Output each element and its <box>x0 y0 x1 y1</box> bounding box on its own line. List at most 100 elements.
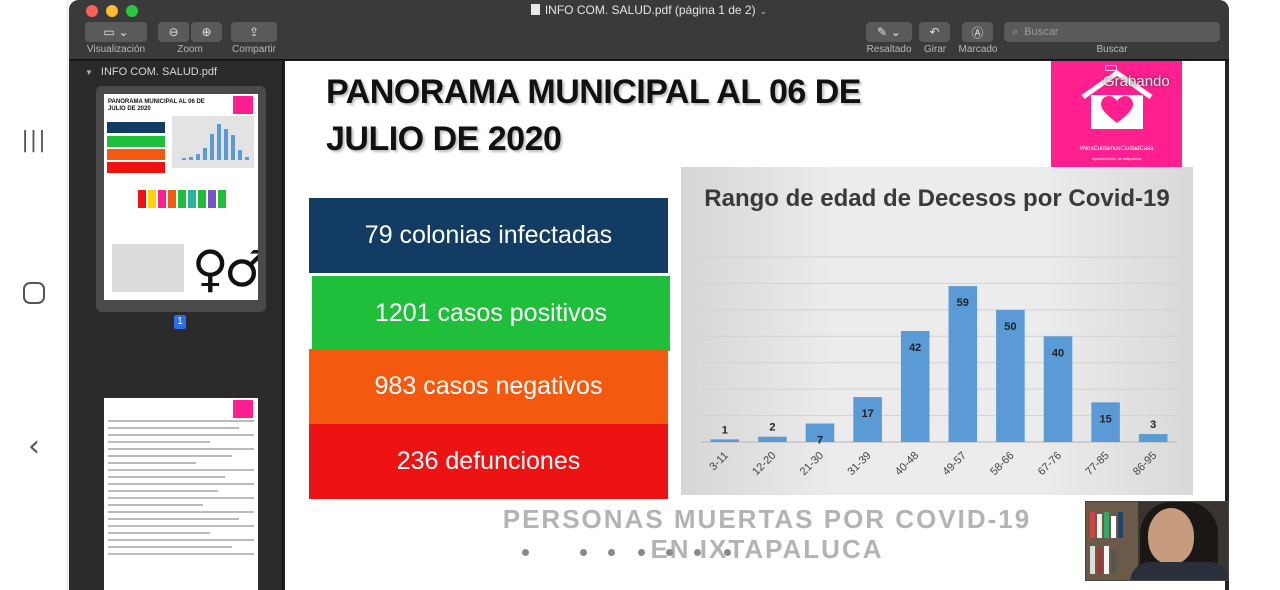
chart-data-label: 15 <box>1099 413 1111 425</box>
rotate-icon: ↶ <box>929 25 940 39</box>
chart-tick-label: 49-57 <box>941 450 969 478</box>
chart-data-label: 2 <box>769 422 775 434</box>
chart-tick-label: 67-76 <box>1036 450 1064 478</box>
age-range-chart: Rango de edad de Decesos por Covid-19 1 3… <box>681 167 1193 495</box>
back-icon[interactable]: ‹ <box>28 428 40 464</box>
stat-colonias: 79 colonias infectadas <box>309 198 668 273</box>
stat-defunciones: 236 defunciones <box>309 424 668 499</box>
chart-data-label: 59 <box>957 297 969 309</box>
chart-bar <box>1138 434 1168 442</box>
pen-icon: ✎ ⌄ <box>877 25 901 39</box>
zoom-out-icon: ⊖ <box>168 25 179 39</box>
share-icon: ⇪ <box>248 25 260 39</box>
share-label: Compartir <box>232 44 276 55</box>
logo-subtitle: Ayuntamiento de Ixtapaluca <box>1091 156 1142 161</box>
preview-window: INFO COM. SALUD.pdf (página 1 de 2) ⌄ ▭ ⌄… <box>69 0 1229 590</box>
zoom-label: Zoom <box>177 44 203 55</box>
thumb-text-lines <box>108 420 254 560</box>
thumb-stat <box>107 122 165 133</box>
chart-data-label: 7 <box>817 435 823 447</box>
thumb-stat <box>107 149 165 160</box>
markup-label: Resaltado <box>866 44 912 55</box>
recording-label: Grabando <box>1103 73 1170 90</box>
page-thumbnail-2[interactable] <box>104 398 258 590</box>
share-button[interactable]: ⇪ <box>231 22 277 42</box>
recent-apps-icon[interactable]: ||| <box>21 127 47 153</box>
woman-figure-icon: ♀ <box>192 240 229 298</box>
search-icon: ⌕ <box>1012 25 1019 38</box>
chart-bar <box>900 331 930 442</box>
chart-tick-label: 40-48 <box>893 450 921 478</box>
minimize-window-button[interactable] <box>106 5 118 17</box>
chart-data-label: 1 <box>722 424 728 436</box>
thumb-stat <box>107 162 165 173</box>
chart-data-label: 50 <box>1004 321 1016 333</box>
chart-bar <box>805 423 835 442</box>
municipal-logo: #NosCuidamosCiudadCasa Ayuntamiento de I… <box>1051 61 1182 167</box>
close-window-button[interactable] <box>86 5 98 17</box>
view-menu-button[interactable]: ▭ ⌄ <box>85 22 147 42</box>
sidebar-file-header[interactable]: ▼ INFO COM. SALUD.pdf <box>85 66 218 78</box>
annotate-icon: Ⓐ <box>971 25 984 40</box>
chart-bar <box>853 397 882 442</box>
chart-tick-label: 77-85 <box>1083 450 1111 478</box>
home-icon[interactable] <box>18 277 50 309</box>
document-view[interactable]: PANORAMA MUNICIPAL AL 06 DE JULIO DE 202… <box>284 61 1229 590</box>
recording-icon <box>1105 65 1117 71</box>
bookshelf <box>1086 502 1138 580</box>
chart-bar <box>710 439 740 442</box>
chart-bar <box>1043 336 1073 442</box>
stat-negativos: 983 casos negativos <box>309 349 668 424</box>
chart-data-label: 17 <box>861 408 873 420</box>
zoom-in-button[interactable]: ⊕ <box>191 22 222 42</box>
chart-bar <box>1091 402 1120 442</box>
chart-bar <box>948 286 978 442</box>
chart-tick-label: 12-20 <box>750 450 778 478</box>
search-label: Buscar <box>1096 44 1128 55</box>
chart-title: Rango de edad de Decesos por Covid-19 <box>704 185 1170 212</box>
thumb-logo <box>233 96 253 114</box>
zoom-out-button[interactable]: ⊖ <box>158 22 189 42</box>
annotate-label: Marcado <box>958 44 998 55</box>
thumbnail-sidebar: ▼ INFO COM. SALUD.pdf PANORAMA MUNICIPAL … <box>69 61 283 590</box>
person-body <box>1130 562 1228 580</box>
chart-tick-label: 21-30 <box>798 450 826 478</box>
page-title: PANORAMA MUNICIPAL AL 06 DE JULIO DE 202… <box>326 73 861 158</box>
view-label: Visualización <box>86 44 146 55</box>
window-title[interactable]: INFO COM. SALUD.pdf (página 1 de 2) ⌄ <box>69 3 1229 17</box>
chart-data-label: 3 <box>1150 419 1156 431</box>
annotate-button[interactable]: Ⓐ <box>962 22 993 42</box>
rotate-button[interactable]: ↶ <box>919 22 950 42</box>
house-heart-icon <box>1081 69 1153 129</box>
screen-edge <box>1229 0 1280 590</box>
chart-data-label: 40 <box>1052 347 1064 359</box>
chevron-down-icon: ⌄ <box>759 6 768 16</box>
phone-nav-bar: ||| ‹ <box>0 0 68 590</box>
thumb-logo <box>233 400 253 418</box>
chart-plot: 1 3-11 2 12-20 7 21-30 17 31-39 42 40-48 59 49-57 50… <box>701 256 1177 478</box>
zoom-in-icon: ⊕ <box>201 25 212 39</box>
logo-tagline: #NosCuidamosCiudadCasa <box>1079 146 1154 152</box>
person-face <box>1148 508 1194 564</box>
rotate-label: Girar <box>923 44 947 55</box>
document-icon <box>530 4 540 15</box>
page-thumbnail-1[interactable]: PANORAMA MUNICIPAL AL 06 DE JULIO DE 2020 <box>104 94 258 300</box>
chart-bar <box>996 309 1025 442</box>
footer-heading: PERSONAS MUERTAS POR COVID-19 EN IXTAPAL… <box>502 504 1032 564</box>
thumb-chart <box>172 116 254 168</box>
chart-tick-label: 58-66 <box>988 450 1016 478</box>
titlebar: INFO COM. SALUD.pdf (página 1 de 2) ⌄ ▭ ⌄… <box>69 0 1229 60</box>
zoom-window-button[interactable] <box>126 5 138 17</box>
chart-bar <box>758 436 787 442</box>
chart-tick-label: 3-11 <box>707 450 730 473</box>
search-input[interactable]: ⌕ Buscar <box>1004 22 1220 42</box>
disclosure-triangle-icon: ▼ <box>85 68 93 77</box>
stat-positivos: 1201 casos positivos <box>312 276 670 351</box>
chart-tick-label: 86-95 <box>1131 450 1159 478</box>
pdf-page: PANORAMA MUNICIPAL AL 06 DE JULIO DE 202… <box>285 61 1225 590</box>
thumb-stat <box>107 136 165 147</box>
thumb-title: PANORAMA MUNICIPAL AL 06 DE JULIO DE 2020 <box>108 99 205 112</box>
man-figure-icon: ♂ <box>224 240 258 298</box>
webcam-video-thumbnail[interactable] <box>1085 501 1229 581</box>
markup-button[interactable]: ✎ ⌄ <box>866 22 912 42</box>
